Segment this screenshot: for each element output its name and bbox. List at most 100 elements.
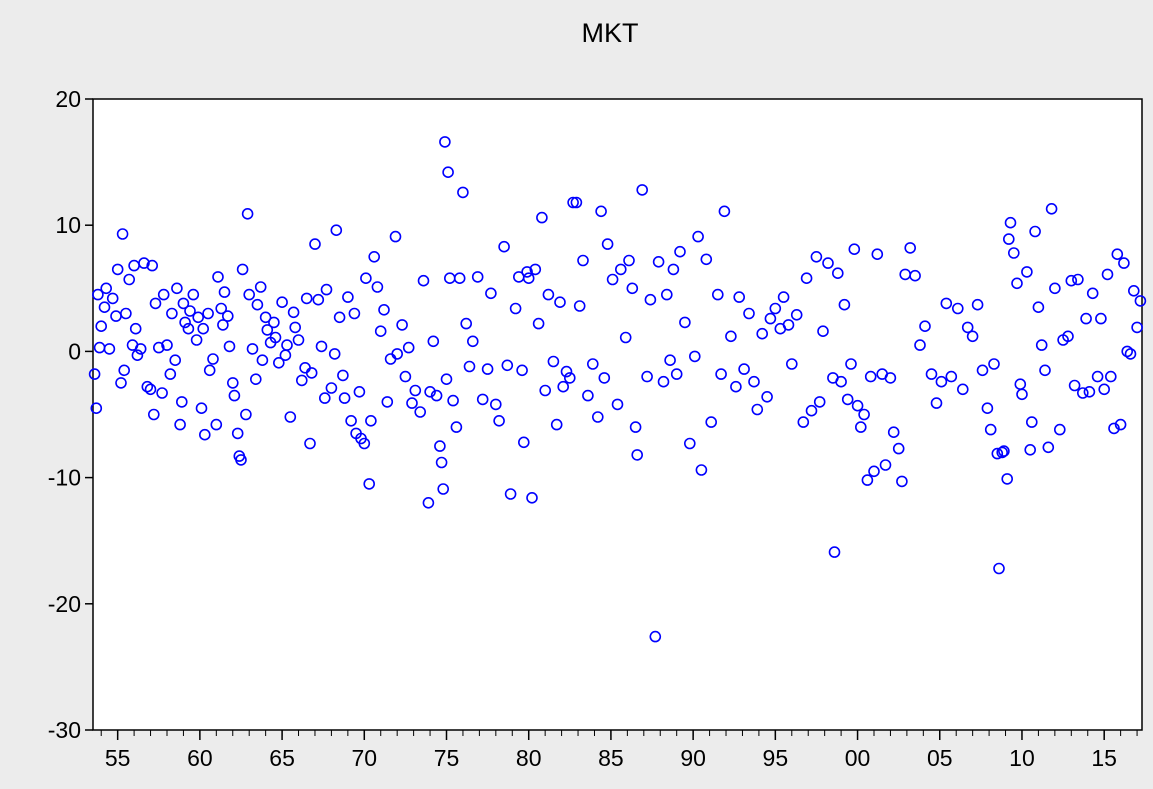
data-point — [164, 368, 177, 380]
data-point — [396, 319, 408, 331]
chart-title: MKT — [582, 18, 639, 48]
data-point — [1049, 282, 1061, 295]
data-point — [457, 186, 469, 199]
data-point — [1004, 216, 1017, 229]
data-point — [156, 387, 168, 399]
data-point — [236, 263, 249, 276]
data-point — [896, 475, 908, 488]
data-point — [586, 358, 599, 370]
data-point — [292, 334, 305, 346]
data-point — [981, 402, 994, 415]
x-tick-label: 05 — [927, 745, 953, 771]
data-point — [215, 302, 227, 315]
data-point — [879, 459, 892, 471]
data-point — [971, 298, 984, 311]
data-point — [476, 393, 489, 406]
data-point — [353, 385, 366, 398]
data-point — [345, 414, 357, 427]
data-point — [123, 273, 135, 286]
data-point — [966, 330, 979, 343]
data-point — [88, 368, 101, 380]
data-point — [120, 307, 132, 320]
data-point — [884, 372, 897, 384]
data-point — [295, 374, 308, 387]
data-point — [129, 322, 142, 335]
data-point — [100, 282, 112, 295]
data-point — [1134, 295, 1147, 307]
data-point — [831, 267, 844, 280]
data-point — [930, 397, 943, 409]
data-point — [228, 389, 241, 402]
data-point — [146, 259, 158, 272]
data-point — [501, 359, 514, 372]
data-point — [909, 269, 921, 282]
data-point — [138, 257, 150, 269]
data-point — [98, 301, 111, 314]
data-point — [212, 271, 224, 283]
data-point — [1021, 266, 1033, 278]
data-point — [424, 385, 436, 398]
data-point — [649, 630, 662, 643]
data-point — [1086, 287, 1099, 300]
data-point — [460, 317, 473, 330]
data-point — [222, 310, 234, 322]
data-point — [1035, 339, 1048, 351]
x-tick-label: 65 — [269, 745, 295, 771]
data-point — [246, 343, 259, 355]
data-point — [442, 166, 454, 178]
plot-area — [92, 98, 1143, 731]
data-point — [521, 266, 533, 278]
data-point — [276, 296, 288, 309]
data-point — [1032, 301, 1045, 314]
data-point — [526, 491, 538, 504]
data-point — [103, 343, 116, 355]
data-point — [498, 240, 510, 253]
data-point — [1054, 423, 1066, 436]
data-point — [841, 393, 854, 406]
data-point — [1039, 364, 1051, 377]
data-point — [217, 319, 229, 331]
data-point — [235, 454, 247, 466]
data-point — [174, 418, 186, 431]
data-point — [705, 416, 718, 428]
data-point — [718, 205, 731, 218]
data-point — [858, 408, 870, 421]
x-tick-label: 60 — [187, 745, 213, 771]
data-point — [945, 370, 958, 383]
x-tick-label: 10 — [1009, 745, 1035, 771]
data-point — [251, 298, 264, 311]
data-point — [550, 418, 563, 431]
y-axis: 20 10 0 -10 -20 -30 — [48, 86, 93, 743]
data-point — [810, 250, 823, 263]
data-point — [641, 370, 653, 383]
data-point — [785, 358, 798, 370]
data-point — [688, 350, 701, 363]
data-point — [177, 297, 190, 310]
data-point — [956, 383, 969, 396]
data-point — [144, 383, 157, 396]
data-point — [471, 271, 484, 283]
data-point — [315, 340, 328, 353]
data-point — [231, 427, 244, 440]
data-point — [171, 282, 183, 295]
data-point — [325, 382, 338, 394]
data-point — [439, 136, 451, 148]
data-point — [118, 364, 130, 377]
data-point — [463, 360, 476, 373]
data-point — [1101, 268, 1114, 281]
data-point — [667, 263, 680, 276]
data-point — [1077, 387, 1089, 399]
data-point — [435, 456, 448, 469]
data-point — [210, 418, 223, 431]
data-point — [493, 414, 505, 427]
data-point — [360, 272, 372, 285]
data-point — [554, 296, 566, 309]
data-point — [1011, 277, 1023, 290]
data-point — [223, 340, 236, 353]
data-point — [522, 272, 535, 285]
data-point — [730, 380, 742, 393]
data-point — [320, 283, 333, 296]
data-point — [399, 370, 412, 383]
data-point — [1062, 330, 1074, 343]
